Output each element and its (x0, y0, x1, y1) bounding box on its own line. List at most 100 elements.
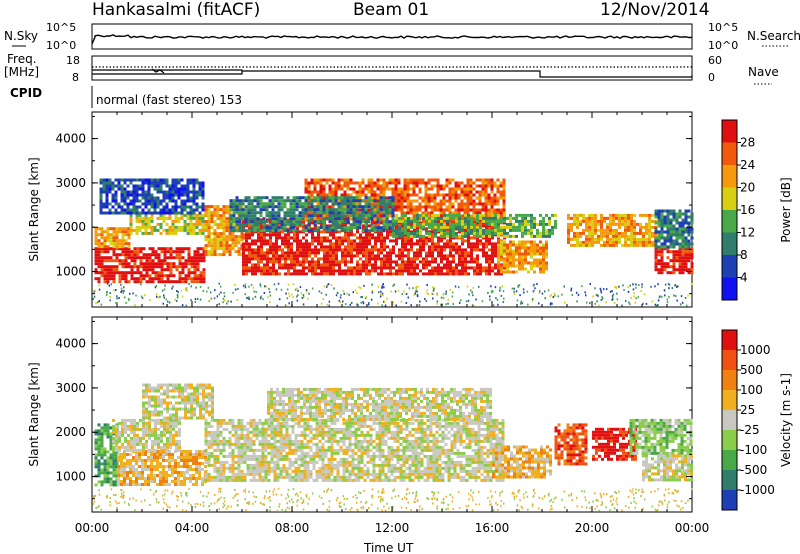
heatmap-region-4 (204, 418, 505, 482)
y-tick-label-2: 3000 (55, 381, 86, 395)
colorbar-segment-6 (722, 255, 737, 278)
x-tick-label-3: 12:00 (375, 521, 410, 535)
heatmap-region-5 (267, 387, 492, 421)
colorbar-tick-label-6: 28 (740, 136, 755, 150)
freq-strip-frame (91, 55, 693, 81)
noise-right-tick-top: 10^5 (708, 21, 738, 34)
colorbar-segment-7 (722, 470, 737, 491)
colorbar-tick-label-4: 20 (740, 181, 755, 195)
colorbar-tick-label-5: -100 (740, 443, 767, 457)
y-tick-label-1: 2000 (55, 425, 86, 439)
freq-left-tick-top: 18 (66, 54, 80, 67)
colorbar-label: Velocity [m s-1] (779, 373, 793, 467)
noise-sky-trace (91, 34, 693, 45)
heatmap-region-1 (94, 227, 131, 249)
colorbar-frame (721, 329, 738, 511)
heatmap-region-10 (642, 454, 693, 482)
y-axis-label: Slant Range [km] (27, 157, 41, 261)
colorbar-tick-label-7: -1000 (740, 483, 775, 497)
y-tick-label-0: 1000 (55, 470, 86, 484)
y-tick-label-1: 2000 (55, 220, 86, 234)
cpid-mode-text: normal (fast stereo) 153 (96, 93, 242, 107)
freq-label-1: Freq. (7, 52, 37, 66)
colorbar-tick-label-2: 12 (740, 226, 755, 240)
x-tick-label-2: 08:00 (275, 521, 310, 535)
ground-scatter (92, 282, 693, 307)
colorbar-segment-6 (722, 450, 737, 471)
noise-left-tick-bottom: 10^0 (46, 39, 76, 52)
colorbar-tick-label-2: 100 (740, 383, 763, 397)
colorbar-segment-2 (722, 165, 737, 188)
colorbar-segment-0 (722, 330, 737, 351)
noise-left-tick-top: 10^5 (46, 21, 76, 34)
colorbar-segment-1 (722, 350, 737, 371)
velocity-panel: 1000 2000 3000 4000 Slant Range [km] 1000 500 1… (27, 316, 793, 513)
heatmap-region-9 (497, 240, 548, 274)
heatmap-region-7 (229, 196, 395, 233)
heatmap-region-9 (629, 418, 693, 455)
colorbar-tick-label-6: -500 (740, 463, 767, 477)
heatmap-region-2 (129, 213, 205, 235)
colorbar-label: Power [dB] (779, 177, 793, 242)
heatmap-region-6 (492, 445, 552, 479)
nave-label: Nave (748, 65, 779, 79)
colorbar-segment-7 (722, 277, 737, 301)
colorbar-tick-label-4: -25 (740, 423, 760, 437)
colorbar-tick-label-5: 24 (740, 158, 755, 172)
x-tick-label-0: 00:00 (75, 521, 110, 535)
heatmap-region-2 (112, 418, 181, 452)
heatmap-region-8 (392, 213, 557, 238)
heatmap-region-11 (654, 247, 694, 275)
colorbar-segment-2 (722, 370, 737, 391)
colorbar-segment-5 (722, 430, 737, 451)
heatmap-region-3 (99, 178, 205, 215)
beam-title: Beam 01 (353, 0, 429, 20)
y-axis-label: Slant Range [km] (27, 362, 41, 466)
heatmap-cells (94, 178, 694, 284)
heatmap-region-12 (654, 209, 694, 249)
freq-left-tick-bottom: 8 (72, 71, 79, 84)
heatmap-region-1 (117, 450, 207, 486)
noise-right-tick-bottom: 10^0 (708, 39, 738, 52)
colorbar-segment-4 (722, 410, 737, 431)
heatmap-region-10 (567, 213, 657, 247)
colorbar-segment-5 (722, 232, 737, 256)
y-tick-label-3: 4000 (55, 337, 86, 351)
time-axis: 00:00 04:00 08:00 12:00 16:00 20:00 00:00 (75, 112, 710, 535)
colorbar-segment-8 (722, 490, 737, 511)
date-title: 12/Nov/2014 (600, 0, 710, 20)
colorbar-segment-0 (722, 120, 737, 143)
noise-strip-frame (91, 23, 693, 50)
colorbar-tick-label-0: 1000 (740, 343, 771, 357)
colorbar-segment-4 (722, 210, 737, 233)
colorbar-tick-label-3: 25 (740, 403, 755, 417)
freq-trace (92, 69, 693, 78)
colorbar-tick-label-1: 8 (740, 248, 748, 262)
y-tick-label-2: 3000 (55, 176, 86, 190)
freq-right-tick-bottom: 0 (708, 71, 715, 84)
freq-label-2: [MHz] (4, 65, 39, 79)
freq-right-tick-top: 60 (708, 54, 722, 67)
colorbar-tick-label-3: 16 (740, 203, 755, 217)
colorbar-tick-label-0: 4 (740, 271, 748, 285)
cpid-label: CPID (10, 86, 42, 100)
heatmap-region-0 (94, 247, 206, 284)
station-title: Hankasalmi (fitACF) (92, 0, 260, 20)
colorbar-segment-3 (722, 390, 737, 411)
x-axis-title: Time UT (363, 541, 414, 554)
heatmap-region-6 (304, 178, 506, 221)
colorbar-segment-3 (722, 187, 737, 211)
x-tick-label-1: 04:00 (175, 521, 210, 535)
y-tick-label-3: 4000 (55, 132, 86, 146)
x-tick-label-5: 20:00 (575, 521, 610, 535)
noise-right-label: N.Search (747, 29, 800, 43)
heatmap-region-7 (554, 423, 588, 466)
heatmap-cells (94, 383, 693, 487)
colorbar-segment-1 (722, 142, 737, 166)
x-tick-label-6: 00:00 (675, 521, 710, 535)
heatmap-region-3 (142, 383, 214, 420)
ground-scatter (92, 487, 693, 512)
x-tick-label-4: 16:00 (475, 521, 510, 535)
power-panel: 1000 2000 3000 4000 Slant Range [km] 4 8 12 16 20… (27, 111, 793, 308)
